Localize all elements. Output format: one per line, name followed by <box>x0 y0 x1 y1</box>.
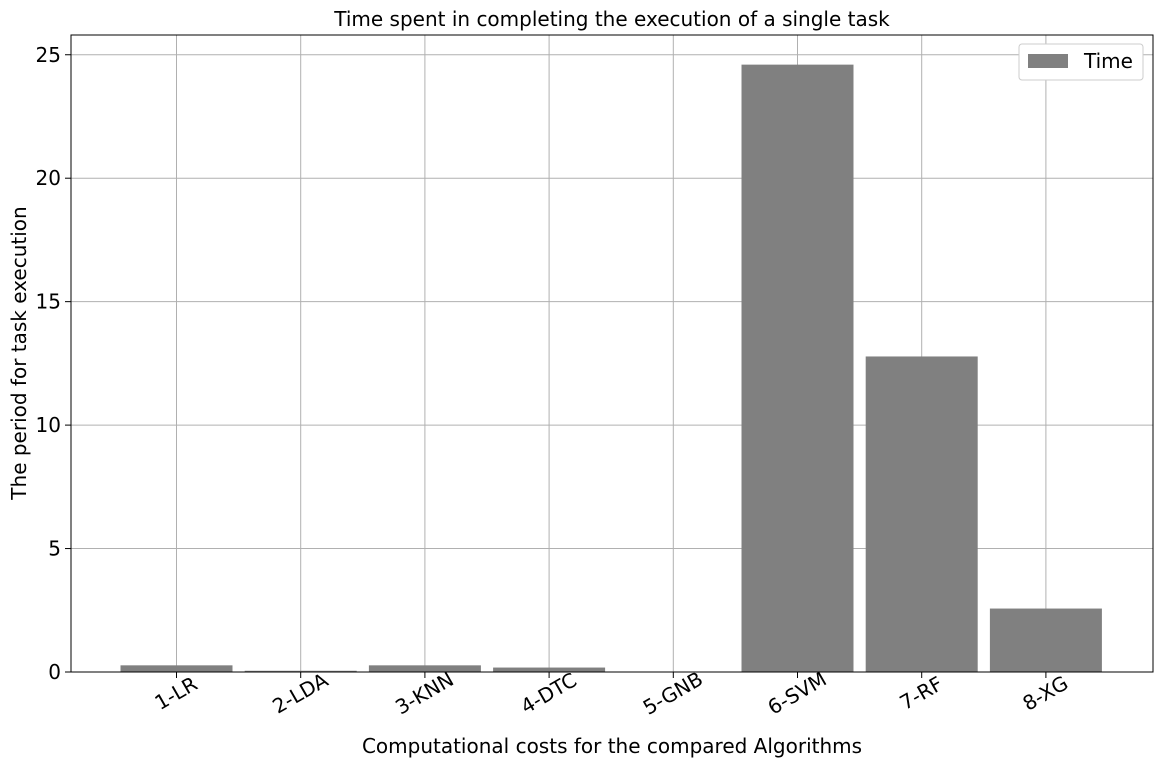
bars <box>120 64 1102 672</box>
y-tick-label: 20 <box>36 166 61 190</box>
legend-box <box>1018 43 1144 81</box>
y-tick-label: 5 <box>48 537 61 561</box>
y-axis-ticks: 0 5 10 15 20 25 <box>36 43 71 684</box>
grid-lines <box>71 35 1153 673</box>
bar-7-rf <box>865 356 978 672</box>
x-axis-label: Computational costs for the compared Alg… <box>362 734 862 758</box>
bar-8-xg <box>989 608 1102 672</box>
bar-3-knn <box>368 665 481 672</box>
bar-1-lr <box>120 665 233 672</box>
legend-swatch <box>1028 54 1068 68</box>
y-tick-label: 10 <box>36 413 61 437</box>
chart-title: Time spent in completing the execution o… <box>333 7 890 31</box>
legend: Time <box>1018 43 1144 81</box>
y-tick-label: 0 <box>48 660 61 684</box>
bar-6-svm <box>741 64 854 672</box>
x-axis-ticks: 1-LR 2-LDA 3-KNN 4-DTC 5-GNB 6-SVM 7-RF 8-XG <box>151 667 1073 720</box>
y-tick-label: 15 <box>36 290 61 314</box>
bar-2-lda <box>244 670 357 672</box>
plot-frame <box>70 34 1154 673</box>
y-tick-label: 25 <box>36 43 61 67</box>
y-axis-label: The period for task execution <box>7 206 31 500</box>
bar-4-dtc <box>493 667 606 672</box>
legend-label: Time <box>1083 49 1133 73</box>
